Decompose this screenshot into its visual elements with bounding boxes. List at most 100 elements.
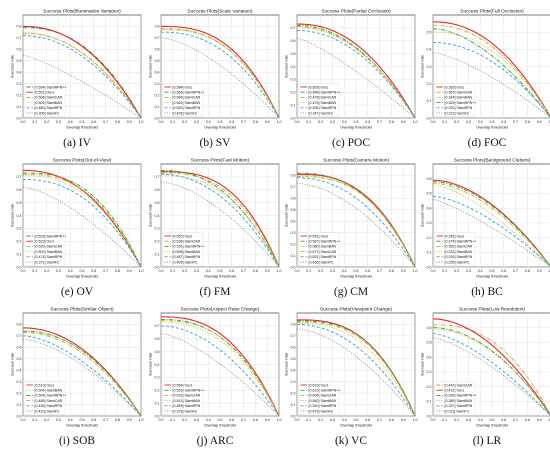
- x-tick-label: 0.1: [442, 418, 447, 422]
- x-tick-label: 0.2: [44, 120, 49, 124]
- x-tick-label: 0.6: [501, 418, 506, 422]
- y-tick-label: 0.7: [17, 175, 22, 179]
- y-tick-label: 0.5: [427, 341, 432, 345]
- y-tick-label: 0.1: [291, 403, 296, 407]
- y-tick-label: 0.6: [155, 48, 160, 52]
- x-tick-label: 0.3: [56, 120, 61, 124]
- x-tick-label: 0.0: [159, 269, 164, 273]
- x-tick-label: 0.7: [513, 418, 518, 422]
- y-tick-label: 0.5: [155, 350, 160, 354]
- x-tick-label: 0.5: [80, 418, 85, 422]
- legend-entry: [0.409] SiamFC: [173, 260, 198, 264]
- x-tick-label: 0.0: [159, 418, 164, 422]
- y-tick-label: 0.6: [155, 188, 160, 192]
- y-tick-label: 0.2: [427, 236, 432, 240]
- x-tick-label: 0.2: [182, 269, 187, 273]
- legend-entry: [0.459] SiamRPN: [173, 404, 201, 408]
- x-axis-label: Overlap threshold: [476, 125, 508, 130]
- y-tick-label: 0.4: [155, 363, 160, 367]
- x-tick-label: 0.3: [466, 269, 471, 273]
- y-tick-label: 0.5: [17, 201, 22, 205]
- legend-entry: [0.367] SiamCAR: [445, 91, 473, 95]
- y-tick-label: 0.0: [155, 265, 160, 269]
- y-tick-label: 0.4: [155, 214, 160, 218]
- x-tick-label: 0.9: [127, 269, 132, 273]
- x-tick-label: 0.5: [354, 120, 359, 124]
- x-tick-label: 1.0: [277, 120, 282, 124]
- chart-title: Success Plots(Scale Variation): [187, 9, 253, 15]
- y-axis-label: Success rate: [420, 54, 425, 78]
- legend-entry: [0.533] SiamRPN++: [35, 234, 67, 238]
- x-tick-label: 0.5: [218, 120, 223, 124]
- legend-entry: [0.504] SiamCAR: [35, 96, 63, 100]
- x-tick-label: 1.0: [139, 120, 144, 124]
- x-tick-label: 0.1: [32, 120, 37, 124]
- panel-caption: (e) OV: [10, 286, 144, 298]
- x-tick-label: 0.7: [377, 120, 382, 124]
- legend-entry: [0.374] SiamRPN++: [445, 240, 477, 244]
- x-tick-label: 0.6: [229, 418, 234, 422]
- y-tick-label: 0.0: [427, 116, 432, 120]
- x-tick-label: 0.6: [229, 120, 234, 124]
- x-tick-label: 0.4: [478, 120, 483, 124]
- x-tick-label: 0.1: [32, 418, 37, 422]
- y-axis-label: Success rate: [284, 54, 289, 78]
- x-tick-label: 1.0: [139, 418, 144, 422]
- chart-title: Success Plots(Camera Motion): [323, 158, 390, 164]
- legend-entry: [0.554] Ours: [173, 383, 193, 387]
- x-tick-label: 0.5: [490, 418, 495, 422]
- chart-title: Success Plots(Background Clutters): [454, 158, 531, 164]
- x-tick-label: 0.0: [295, 269, 300, 273]
- x-tick-label: 0.6: [501, 269, 506, 273]
- legend-entry: [0.619] Ours: [309, 383, 329, 387]
- y-tick-label: 0.4: [427, 48, 432, 52]
- y-tick-label: 0.5: [291, 208, 296, 212]
- y-tick-label: 0.4: [17, 369, 22, 373]
- y-tick-label: 0.2: [155, 389, 160, 393]
- legend-entry: [0.337] SiamRPN: [445, 404, 473, 408]
- x-tick-label: 0.3: [56, 269, 61, 273]
- y-tick-label: 0.6: [427, 177, 432, 181]
- y-tick-label: 0.6: [17, 48, 22, 52]
- x-axis-label: Overlap threshold: [476, 274, 508, 279]
- legend-entry: [0.426] SiamFC: [173, 111, 198, 115]
- y-tick-label: 0.7: [17, 334, 22, 338]
- y-tick-label: 0.6: [155, 337, 160, 341]
- panel-caption: (d) FOC: [420, 137, 550, 149]
- legend-entry: [0.292] SiamRPN: [445, 106, 473, 110]
- legend-entry: [0.431] Ours: [445, 389, 465, 393]
- legend-entry: [0.523] Ours: [35, 240, 55, 244]
- y-tick-label: 0.1: [17, 252, 22, 256]
- y-tick-label: 0.8: [291, 174, 296, 178]
- y-tick-label: 0.1: [155, 252, 160, 256]
- y-tick-label: 0.2: [17, 240, 22, 244]
- chart-title: Success Plots(Similar Object): [50, 307, 114, 313]
- y-tick-label: 0.2: [17, 93, 22, 97]
- x-tick-label: 0.0: [431, 120, 436, 124]
- x-tick-label: 0.9: [127, 120, 132, 124]
- chart-title: Success Plots(Viewpoint Change): [320, 307, 393, 313]
- legend-entry: [0.552] Ours: [173, 234, 193, 238]
- panel-caption: (g) CM: [284, 286, 418, 298]
- y-tick-label: 0.1: [427, 251, 432, 255]
- x-tick-label: 0.1: [442, 120, 447, 124]
- y-tick-label: 0.6: [17, 188, 22, 192]
- y-axis-label: Success rate: [10, 203, 15, 227]
- x-tick-label: 0.8: [525, 418, 530, 422]
- x-tick-label: 0.7: [513, 120, 518, 124]
- x-tick-label: 0.8: [115, 418, 120, 422]
- y-tick-label: 0.5: [427, 30, 432, 34]
- y-tick-label: 0.5: [155, 59, 160, 63]
- x-tick-label: 0.3: [194, 120, 199, 124]
- y-tick-label: 0.3: [17, 380, 22, 384]
- x-tick-label: 0.5: [80, 269, 85, 273]
- y-tick-label: 0.5: [17, 357, 22, 361]
- x-tick-label: 0.2: [454, 418, 459, 422]
- x-tick-label: 0.4: [68, 418, 73, 422]
